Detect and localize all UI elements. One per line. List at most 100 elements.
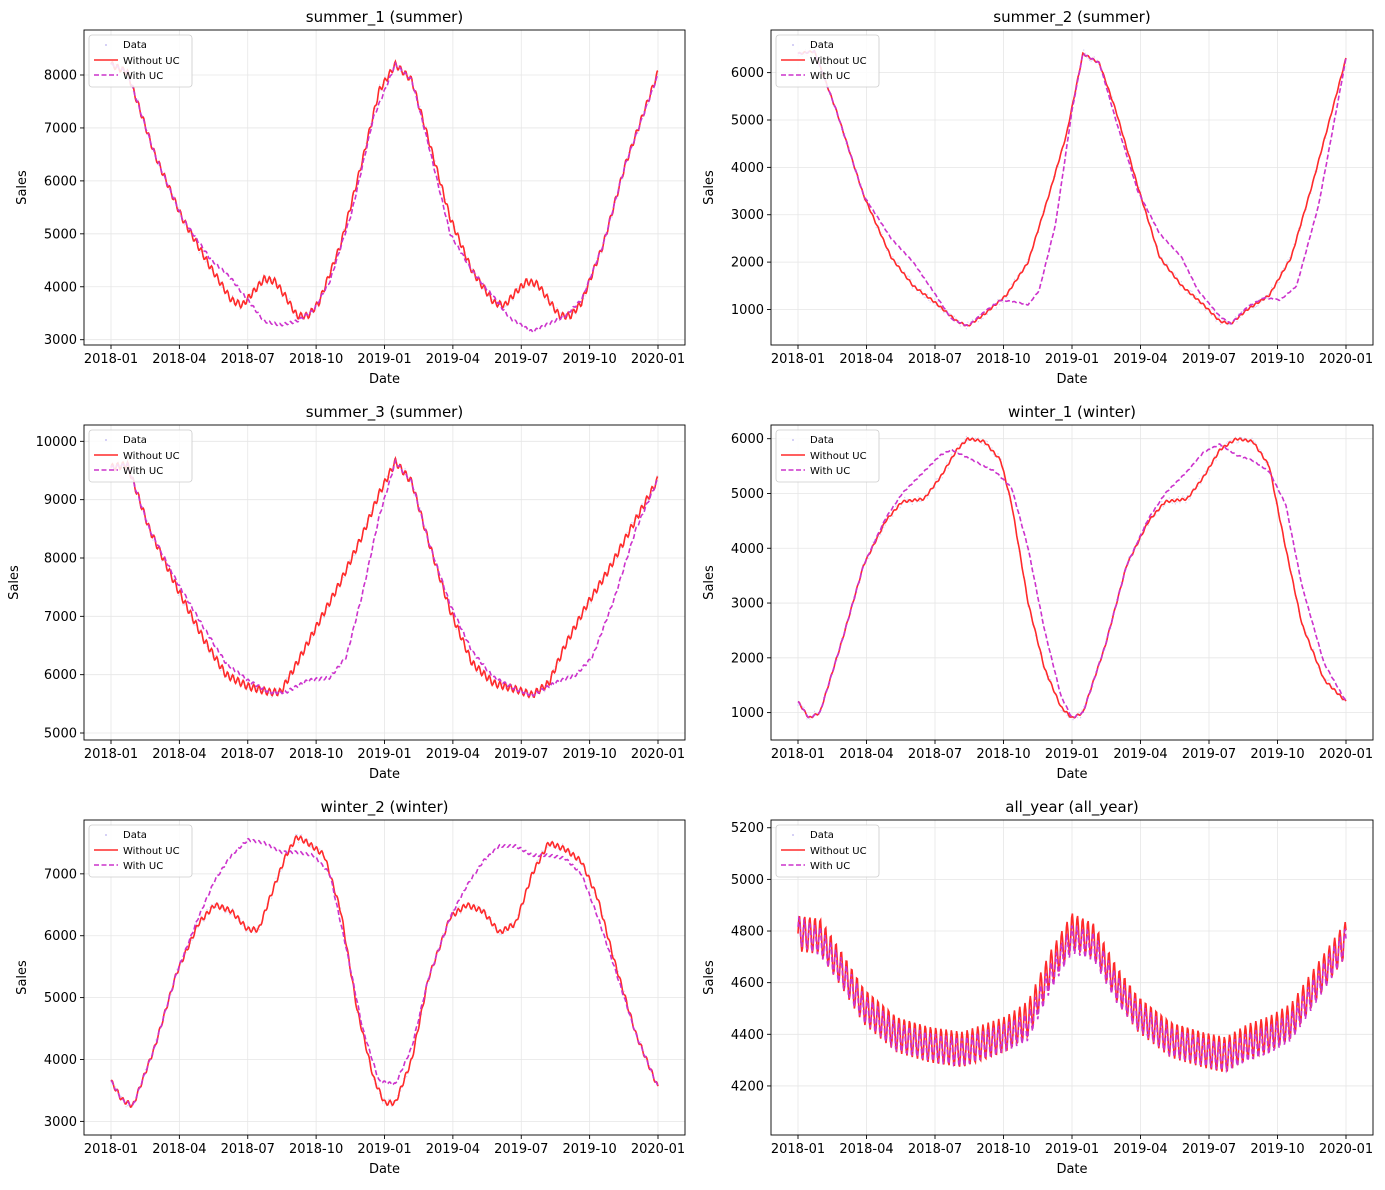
x-axis-label: Date xyxy=(369,372,400,387)
x-tick-label: 2018-04 xyxy=(839,747,893,762)
x-tick-label: 2018-04 xyxy=(152,747,206,762)
x-tick-label: 2020-01 xyxy=(1319,1142,1373,1157)
y-tick-label: 6000 xyxy=(731,432,764,447)
y-tick-label: 8000 xyxy=(44,552,77,567)
x-axis-label: Date xyxy=(1056,1162,1087,1177)
legend: Data Without UC With UC xyxy=(775,429,880,483)
legend-marker-data xyxy=(792,439,794,441)
y-tick-label: 6000 xyxy=(731,66,764,81)
series-line-with-uc xyxy=(797,443,1347,719)
x-axis-label: Date xyxy=(1056,372,1087,387)
x-tick-label: 2018-07 xyxy=(908,747,962,762)
y-tick-label: 6000 xyxy=(44,174,77,189)
legend-label-data: Data xyxy=(123,830,147,841)
chart-panel-5: 2018-01 2018-04 2018-07 2018-10 2019-01 2019-… xyxy=(15,798,686,1177)
series-line-with-uc xyxy=(110,837,659,1107)
y-tick-label: 4000 xyxy=(44,1053,77,1068)
legend-box xyxy=(88,429,193,483)
x-tick-label: 2018-04 xyxy=(152,352,206,367)
x-axis-label: Date xyxy=(369,1162,400,1177)
y-tick-label: 5000 xyxy=(44,991,77,1006)
x-tick-label: 2019-10 xyxy=(562,1142,616,1157)
series-line-without-uc xyxy=(110,455,659,699)
x-tick-label: 2019-04 xyxy=(426,747,480,762)
x-tick-label: 2019-04 xyxy=(1113,352,1167,367)
legend-box xyxy=(775,34,880,88)
series-line-with-uc xyxy=(797,50,1347,327)
legend-label-data: Data xyxy=(810,40,834,51)
legend-marker-data xyxy=(792,44,794,46)
y-tick-label: 2000 xyxy=(731,256,764,271)
x-tick-label: 2019-10 xyxy=(1250,1142,1304,1157)
y-axis-label: Sales xyxy=(15,170,30,205)
legend-label-with-uc: With UC xyxy=(810,71,850,82)
x-tick-label: 2019-01 xyxy=(1045,747,1099,762)
legend-label-data: Data xyxy=(123,40,147,51)
legend-marker-data xyxy=(105,44,107,46)
series-line-with-uc xyxy=(110,61,659,334)
y-tick-label: 5000 xyxy=(731,487,764,502)
chart-title: summer_1 (summer) xyxy=(306,8,463,27)
legend-label-without-uc: Without UC xyxy=(123,56,180,67)
legend-label-data: Data xyxy=(810,830,834,841)
y-tick-label: 3000 xyxy=(44,1115,77,1130)
y-tick-label: 3000 xyxy=(731,597,764,612)
x-tick-label: 2019-07 xyxy=(1182,747,1236,762)
y-tick-label: 5200 xyxy=(731,821,764,836)
y-tick-label: 4000 xyxy=(44,280,77,295)
x-tick-label: 2019-01 xyxy=(1045,352,1099,367)
chart-panel-4: 2018-01 2018-04 2018-07 2018-10 2019-01 2019-… xyxy=(702,403,1374,782)
plot-area xyxy=(797,435,1347,721)
x-tick-label: 2019-01 xyxy=(357,1142,411,1157)
x-tick-label: 2018-01 xyxy=(84,352,138,367)
x-tick-label: 2018-07 xyxy=(221,352,275,367)
x-tick-label: 2018-04 xyxy=(839,352,893,367)
series-line-without-uc xyxy=(797,49,1347,327)
y-tick-label: 1000 xyxy=(731,706,764,721)
x-tick-label: 2019-07 xyxy=(1182,352,1236,367)
legend-label-with-uc: With UC xyxy=(123,466,163,477)
legend-box xyxy=(88,34,193,88)
data-scatter xyxy=(110,62,658,319)
legend-label-with-uc: With UC xyxy=(810,466,850,477)
x-tick-label: 2019-10 xyxy=(562,747,616,762)
x-tick-label: 2018-10 xyxy=(289,1142,343,1157)
y-tick-label: 4800 xyxy=(731,925,764,940)
legend-label-without-uc: Without UC xyxy=(123,451,180,462)
legend-label-without-uc: Without UC xyxy=(810,846,867,857)
x-tick-label: 2020-01 xyxy=(631,747,685,762)
chart-panel-1: 2018-01 2018-04 2018-07 2018-10 2019-01 2019-… xyxy=(15,8,686,387)
legend-box xyxy=(775,824,880,878)
y-tick-label: 8000 xyxy=(44,69,77,84)
x-tick-label: 2019-01 xyxy=(357,352,411,367)
x-tick-label: 2019-01 xyxy=(357,747,411,762)
y-axis-label: Sales xyxy=(702,960,717,995)
y-tick-label: 5000 xyxy=(731,114,764,129)
legend-label-with-uc: With UC xyxy=(810,861,850,872)
legend-marker-data xyxy=(105,834,107,836)
x-tick-label: 2018-04 xyxy=(152,1142,206,1157)
y-tick-label: 7000 xyxy=(44,121,77,136)
x-axis-label: Date xyxy=(1056,767,1087,782)
legend-label-without-uc: Without UC xyxy=(123,846,180,857)
x-tick-label: 2020-01 xyxy=(1319,352,1373,367)
legend-label-data: Data xyxy=(123,435,147,446)
legend-label-with-uc: With UC xyxy=(123,861,163,872)
chart-panel-6: 2018-01 2018-04 2018-07 2018-10 2019-01 2019-… xyxy=(702,798,1374,1177)
legend-label-with-uc: With UC xyxy=(123,71,163,82)
y-axis-label: Sales xyxy=(15,960,30,995)
x-tick-label: 2018-10 xyxy=(976,747,1030,762)
chart-title: all_year (all_year) xyxy=(1005,798,1138,817)
y-tick-label: 5000 xyxy=(731,873,764,888)
chart-title: summer_3 (summer) xyxy=(306,403,463,422)
y-tick-label: 5000 xyxy=(44,727,77,742)
chart-panel-2: 2018-01 2018-04 2018-07 2018-10 2019-01 2019-… xyxy=(702,8,1374,387)
legend: Data Without UC With UC xyxy=(88,824,193,878)
chart-title: summer_2 (summer) xyxy=(993,8,1150,27)
x-tick-label: 2019-04 xyxy=(1113,747,1167,762)
chart-title: winter_1 (winter) xyxy=(1008,403,1136,422)
x-axis-label: Date xyxy=(369,767,400,782)
x-tick-label: 2019-04 xyxy=(1113,1142,1167,1157)
legend-box xyxy=(775,429,880,483)
